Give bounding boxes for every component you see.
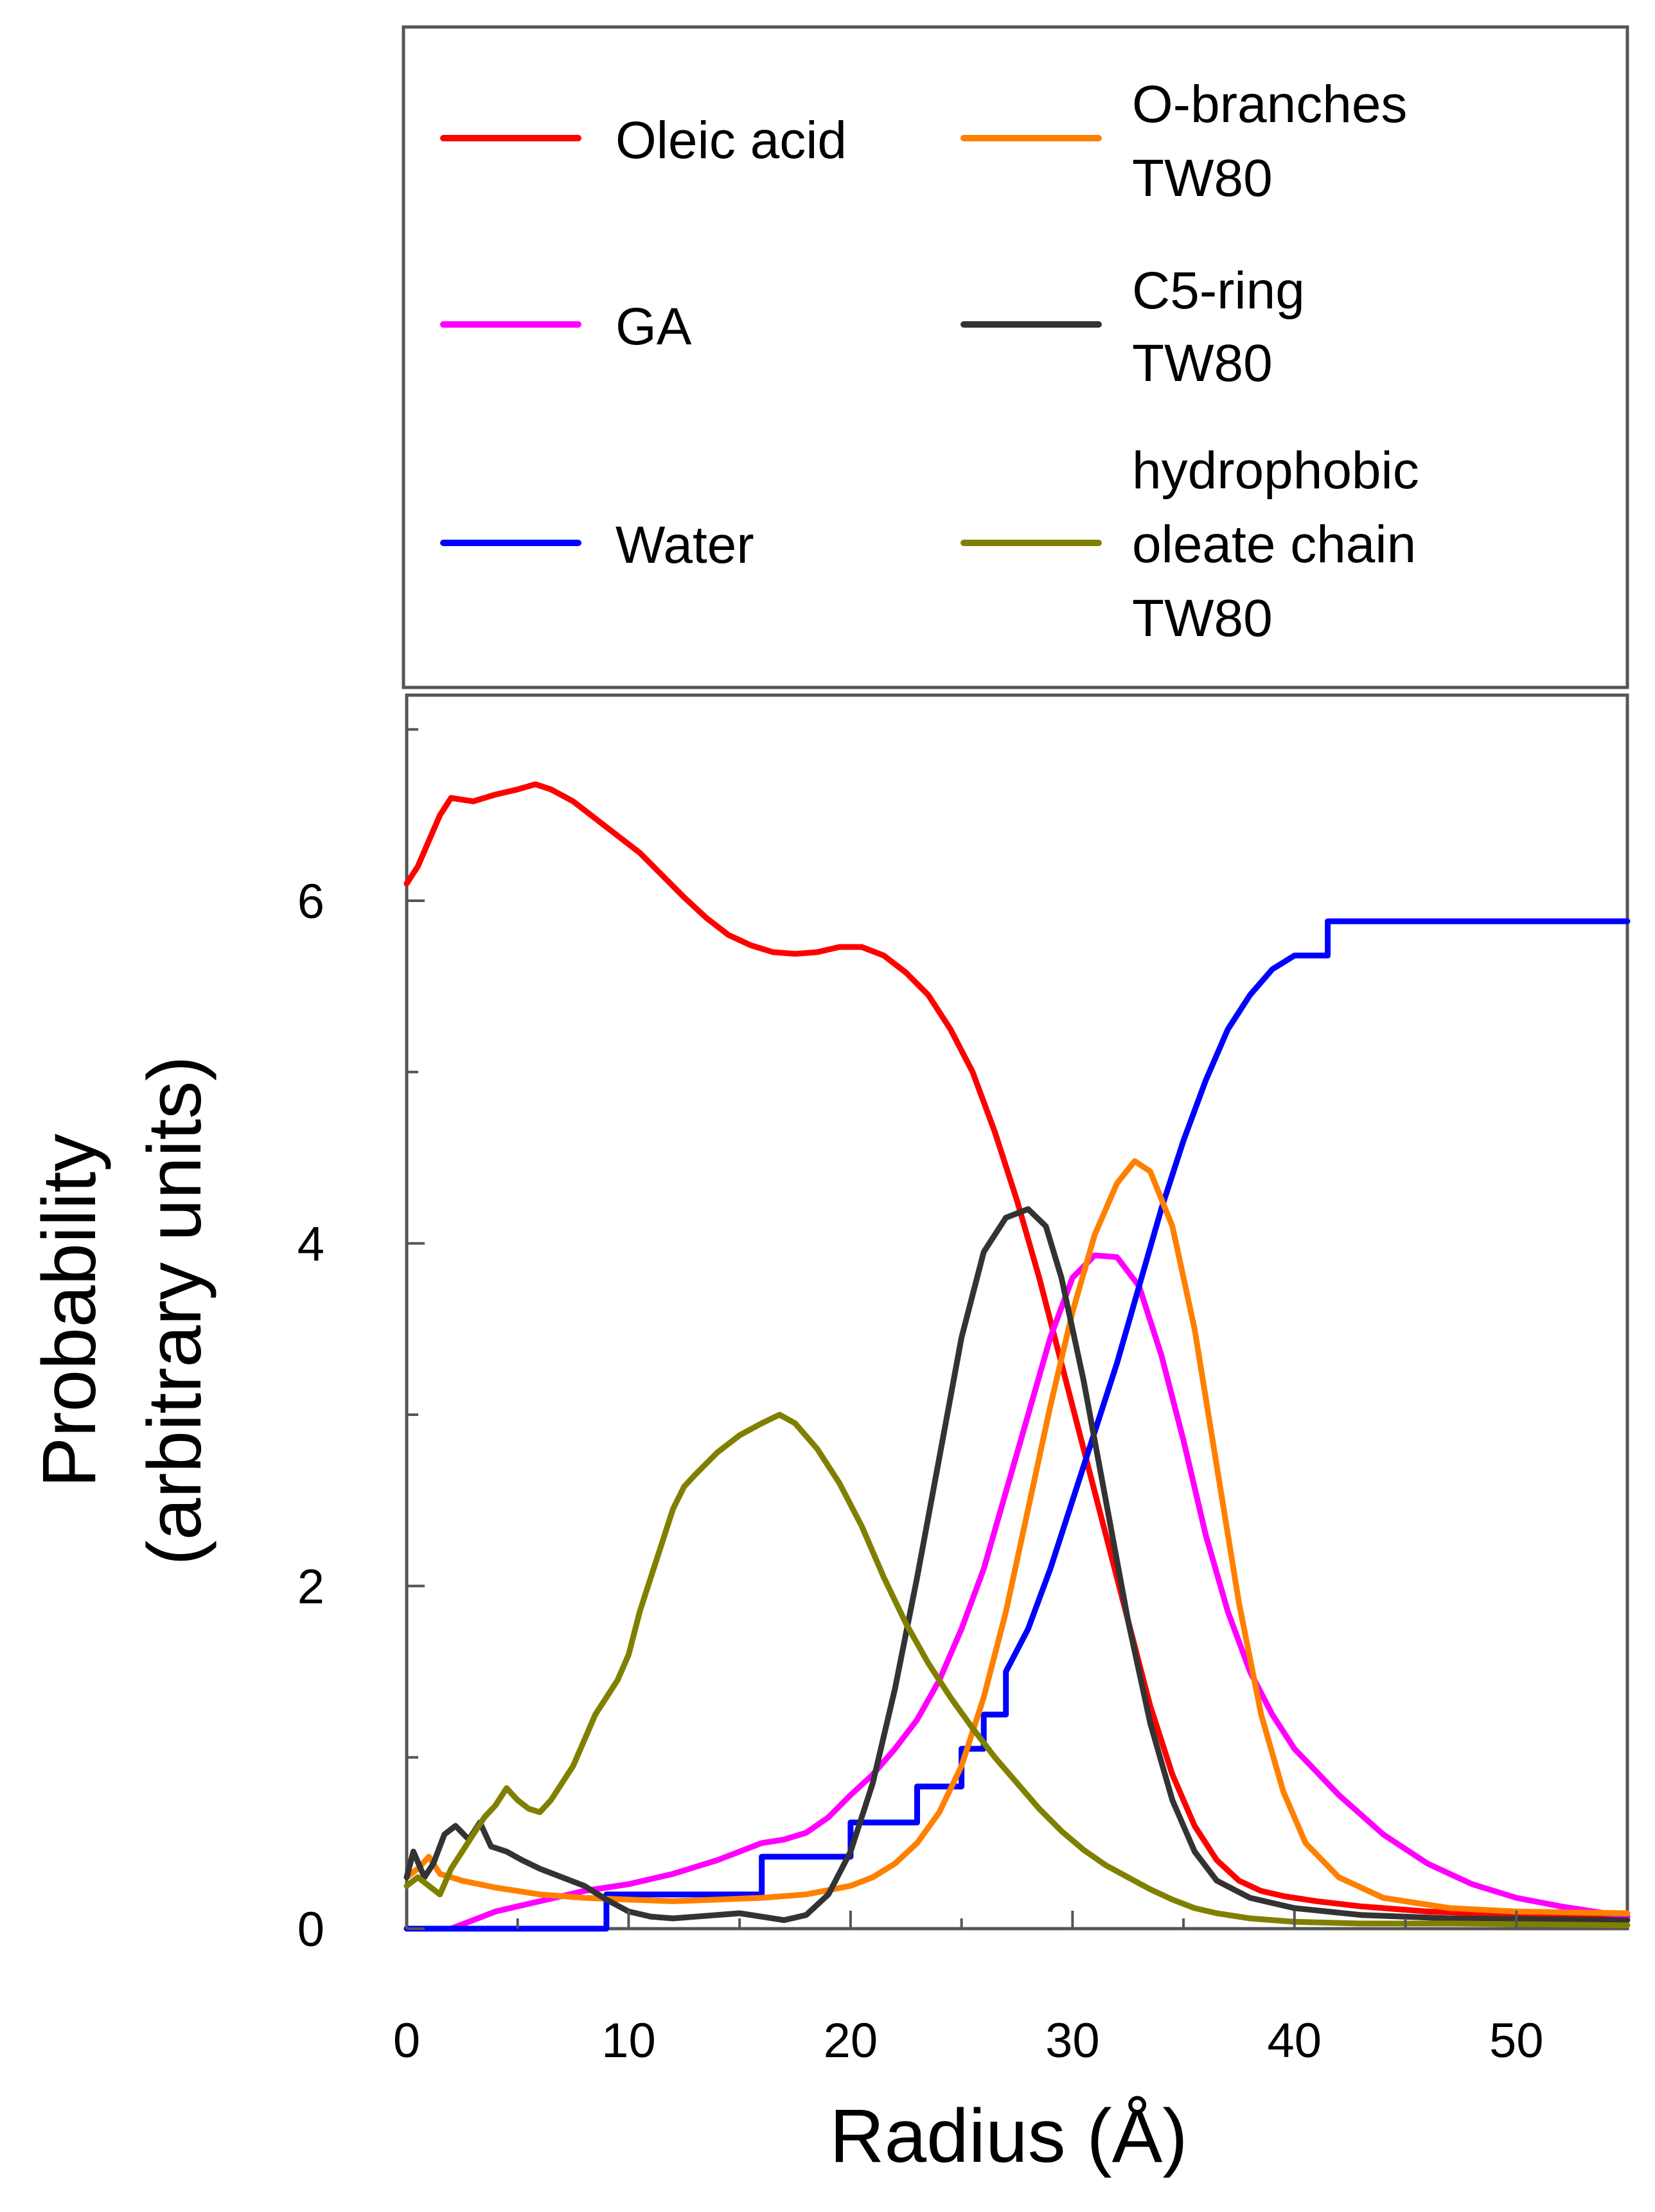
legend-label-5: C5-ring (1132, 261, 1305, 320)
legend-label-4: TW80 (1132, 149, 1273, 208)
x-axis-title: Radius (Å) (829, 2094, 1187, 2179)
axes: 0 10 20 30 40 50 0 2 4 6 (297, 728, 1544, 2068)
y-axis-title-line-1: Probability (27, 1134, 112, 1488)
legend-label-3: Water (615, 516, 754, 574)
y-axis-title-line-2: (arbitrary units) (132, 1056, 217, 1565)
series-line-4 (403, 1158, 1631, 1916)
x-tick-label: 20 (824, 2013, 878, 2068)
series-line-6 (403, 1411, 1631, 1929)
series-layer (403, 781, 1631, 1932)
legend-label-1: Oleic acid (615, 111, 847, 170)
y-tick-label: 0 (297, 1902, 324, 1957)
legend-label-2: GA (615, 297, 692, 356)
x-tick-label: 0 (393, 2013, 420, 2068)
legend-label-5: TW80 (1132, 334, 1273, 393)
plot-frame (405, 693, 1629, 1931)
legend-box (402, 25, 1629, 689)
y-tick-label: 4 (297, 1217, 324, 1271)
legend-label-4: O-branches (1132, 75, 1407, 134)
series-line-1 (403, 781, 1631, 1920)
legend-label-6: oleate chain (1132, 515, 1416, 574)
x-tick-label: 30 (1045, 2013, 1100, 2068)
series-line-5 (403, 1206, 1631, 1924)
x-tick-label: 50 (1489, 2013, 1544, 2068)
legend-label-6: TW80 (1132, 589, 1273, 648)
legend: Oleic acid GA Water O-branches TW80 C5-ring TW… (402, 25, 1629, 689)
y-tick-label: 6 (297, 874, 324, 929)
x-tick-label: 10 (601, 2013, 656, 2068)
y-tick-label: 2 (297, 1560, 324, 1615)
x-tick-label: 40 (1268, 2013, 1322, 2068)
legend-label-6: hydrophobic (1132, 441, 1419, 500)
